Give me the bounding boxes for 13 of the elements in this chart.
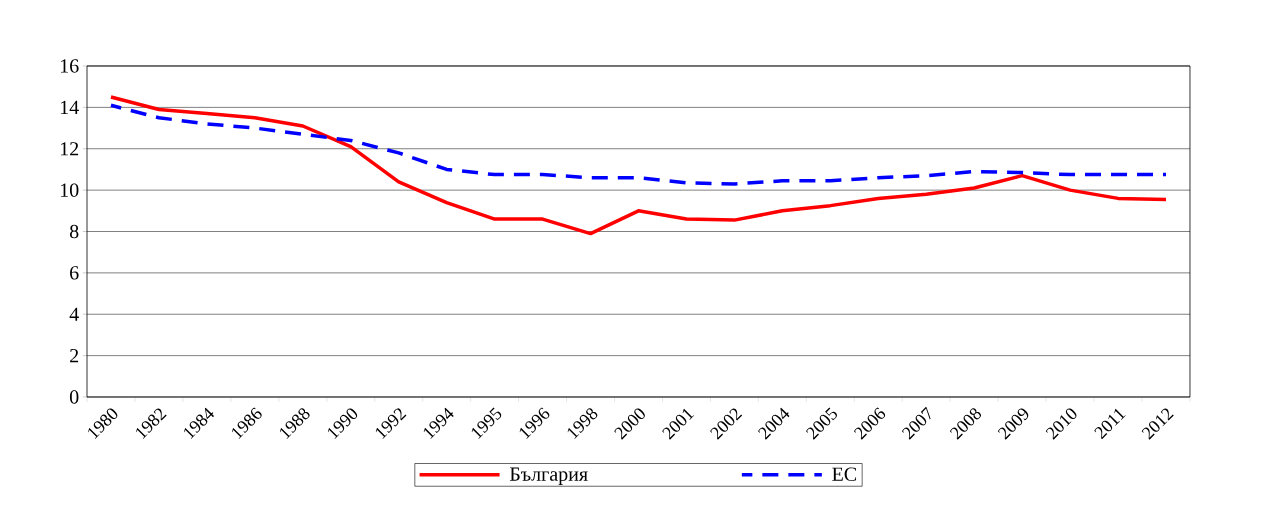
line-series (109, 95, 1168, 236)
legend-label: ЕС (832, 467, 857, 481)
y-tick-label: 8 (69, 224, 79, 239)
y-tick-label: 4 (69, 307, 79, 321)
y-tick-label: 16 (60, 59, 79, 73)
y-tick-label: 12 (60, 142, 79, 156)
x-tick-label: 2011 (1094, 408, 1126, 440)
y-tick-label: 10 (60, 183, 79, 197)
y-tick-label: 14 (60, 100, 79, 114)
legend-label: България (509, 467, 588, 485)
y-tick-label: 0 (69, 390, 79, 404)
y-tick-label: 6 (70, 266, 79, 280)
y-tick-label: 2 (70, 349, 79, 363)
